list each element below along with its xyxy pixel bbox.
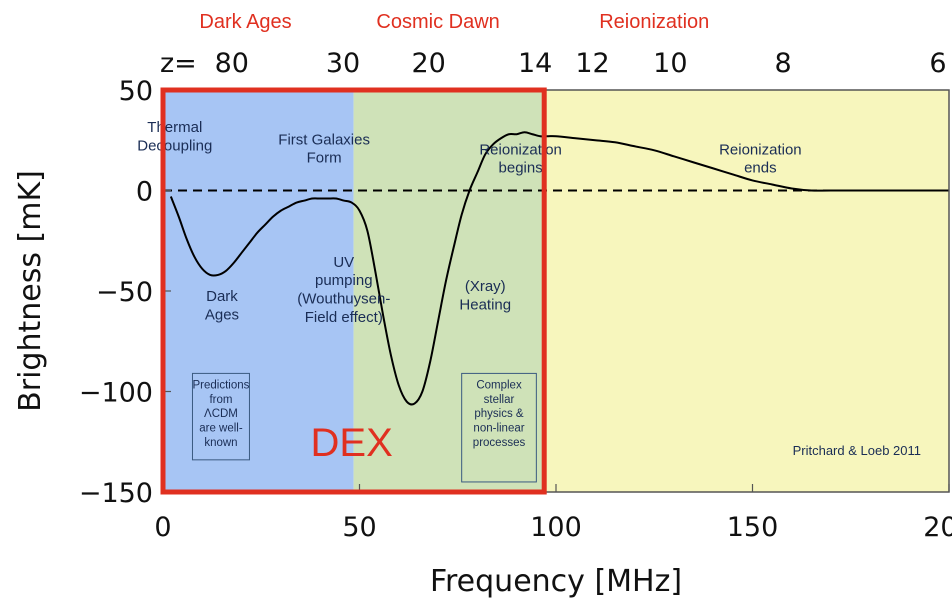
- top-tick-label-6: 8: [775, 48, 792, 79]
- annotation-1: First Galaxies Form: [278, 131, 370, 166]
- top-tick-label-0: 80: [215, 48, 249, 79]
- annotation-0: Thermal Decoupling: [137, 119, 212, 154]
- info-box-line: Complex: [476, 379, 522, 391]
- annotation-line: Ages: [205, 306, 239, 323]
- annotations: Thermal Decoupling First Galaxies Form Reion…: [137, 119, 801, 326]
- y-tick-label-3: −100: [79, 378, 153, 409]
- top-tick-label-3: 14: [518, 48, 552, 79]
- info-box-0: [191, 372, 250, 461]
- era-band-0: [163, 90, 354, 492]
- y-tick-label-1: 0: [136, 177, 153, 208]
- annotation-line: First Galaxies: [278, 131, 370, 148]
- top-tick-label-5: 10: [653, 48, 687, 79]
- info-box-line: from: [209, 394, 232, 406]
- x-tick-label-1: 50: [342, 512, 376, 543]
- annotation-line: ends: [744, 160, 777, 177]
- info-boxes: Predictions from ΛCDM are well-known Complex…: [191, 372, 537, 483]
- annotation-5: UV pumping (Wouthuysen- Field effect): [297, 254, 390, 326]
- annotation-line: Heating: [459, 296, 511, 313]
- era-band-2: [542, 90, 949, 492]
- series-line-0: [169, 131, 949, 406]
- info-box-line: non-linear: [473, 423, 524, 435]
- x-tick-label-0: 0: [154, 512, 171, 543]
- annotation-line: Field effect): [305, 309, 383, 326]
- annotation-line: (Wouthuysen-: [297, 290, 390, 307]
- top-tick-label-2: 20: [411, 48, 445, 79]
- annotation-line: Form: [307, 150, 342, 167]
- y-tick-label-0: 50: [119, 76, 153, 107]
- info-box-line: ΛCDM: [204, 408, 238, 420]
- era-band-1: [353, 90, 543, 492]
- y-axis-title: Brightness [mK]: [13, 170, 48, 412]
- era-label-1: Cosmic Dawn: [376, 11, 499, 33]
- top-tick-label-1: 30: [326, 48, 360, 79]
- x-axis-title: Frequency [MHz]: [430, 564, 682, 599]
- axes: 0 50 100 150 200 50 0 −50 −100 −150 80 30 20 14 12 10 8 6…: [79, 11, 952, 543]
- annotation-line: Thermal: [147, 119, 202, 136]
- info-box-text-0: Predictions from ΛCDM are well-known: [193, 379, 250, 449]
- info-box-1: [461, 372, 537, 483]
- annotation-line: Reionization: [479, 141, 562, 158]
- y-tick-label-2: −50: [96, 277, 153, 308]
- info-box-text-1: Complex stellar physics & non-linear process…: [473, 379, 526, 449]
- x-tick-label-3: 150: [727, 512, 779, 543]
- annotation-6: (Xray) Heating: [459, 278, 511, 313]
- annotation-2: Reionization begins: [479, 141, 562, 176]
- dex-highlight-box: [160, 87, 547, 495]
- dex-highlight: DEX: [160, 87, 547, 495]
- brightness-curve: [169, 131, 949, 406]
- annotation-line: Dark: [206, 288, 238, 305]
- annotation-line: pumping: [315, 272, 373, 289]
- annotation-line: Decoupling: [137, 138, 212, 155]
- credit-label: Pritchard & Loeb 2011: [793, 443, 921, 458]
- era-label-2: Reionization: [599, 11, 709, 33]
- annotation-4: Dark Ages: [205, 288, 239, 323]
- top-tick-label-7: 6: [929, 48, 946, 79]
- top-axis-prefix: z=: [160, 48, 197, 79]
- info-box-line: processes: [473, 437, 526, 449]
- top-tick-label-4: 12: [575, 48, 609, 79]
- annotation-line: begins: [499, 160, 543, 177]
- info-box-line: Predictions: [193, 379, 250, 391]
- era-label-0: Dark Ages: [199, 11, 291, 33]
- era-bands: [163, 90, 949, 492]
- annotation-line: UV: [333, 254, 354, 271]
- annotation-line: (Xray): [465, 278, 506, 295]
- x-tick-label-4: 200: [923, 512, 952, 543]
- y-tick-label-4: −150: [79, 478, 153, 509]
- info-box-line: stellar: [484, 394, 515, 406]
- annotation-3: Reionization ends: [719, 141, 802, 176]
- info-box-line: known: [204, 437, 237, 449]
- x-tick-label-2: 100: [530, 512, 582, 543]
- annotation-line: Reionization: [719, 141, 802, 158]
- info-box-line: are well-: [199, 423, 243, 435]
- dex-label: DEX: [311, 421, 393, 465]
- info-box-line: physics &: [474, 408, 524, 420]
